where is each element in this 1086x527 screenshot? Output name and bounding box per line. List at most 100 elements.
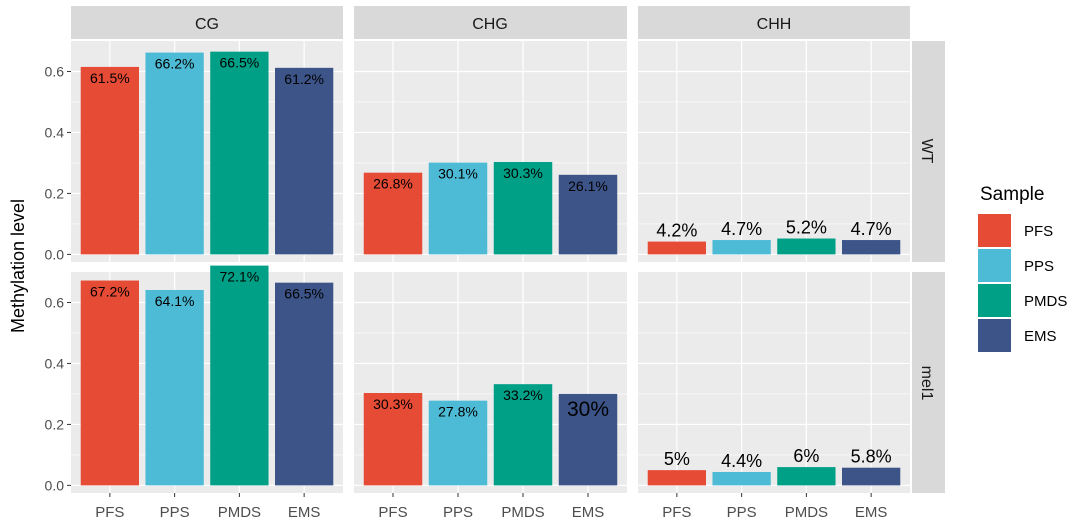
strip-label-cg: CG xyxy=(195,16,219,33)
x-tick-label: EMS xyxy=(855,504,888,521)
bar-value-label: 30.1% xyxy=(438,166,478,182)
x-tick-label: PPS xyxy=(443,504,473,521)
bar-pfs xyxy=(80,280,139,486)
panel-mel1-CHG: 30.3% 27.8% 33.2% 30% xyxy=(354,272,627,493)
bar-value-label: 6% xyxy=(793,446,819,466)
bar-pps xyxy=(712,240,771,255)
bar-value-label: 30.3% xyxy=(503,165,543,181)
y-tick-label: 0.2 xyxy=(45,185,65,201)
legend-key-pfs xyxy=(978,214,1011,247)
bar-pfs xyxy=(80,66,139,255)
bar-value-label: 61.5% xyxy=(90,70,130,86)
bar-value-label: 64.1% xyxy=(155,293,195,309)
x-tick-label: PFS xyxy=(95,504,124,521)
bar-pmds xyxy=(777,467,836,486)
legend: Sample PFS PPS PMDS EMS xyxy=(978,184,1067,352)
bar-value-label: 4.2% xyxy=(656,221,697,241)
bar-value-label: 27.8% xyxy=(438,404,478,420)
bar-pfs xyxy=(363,393,423,486)
y-tick-label: 0.2 xyxy=(45,416,65,432)
bar-value-label: 30% xyxy=(567,398,609,421)
bar-value-label: 26.8% xyxy=(373,176,413,192)
bar-pmds xyxy=(210,265,269,486)
legend-label-pmds: PMDS xyxy=(1024,293,1067,310)
bar-value-label: 30.3% xyxy=(373,396,413,412)
strip-wt xyxy=(912,41,945,262)
bar-ems xyxy=(842,467,901,486)
strip-label-wt: WT xyxy=(918,139,935,164)
strip-mel1 xyxy=(912,272,945,493)
bar-pps xyxy=(428,162,488,255)
bar-ems xyxy=(558,174,618,255)
legend-label-pps: PPS xyxy=(1024,258,1054,275)
x-tick-label: EMS xyxy=(288,504,321,521)
bar-ems xyxy=(842,240,901,255)
bar-pfs xyxy=(647,470,706,486)
strip-chg xyxy=(354,6,627,39)
bar-value-label: 4.7% xyxy=(851,219,892,239)
bar-value-label: 72.1% xyxy=(220,269,260,285)
y-tick-label: 0.6 xyxy=(45,294,65,310)
bar-pps xyxy=(145,52,204,255)
bar-value-label: 5.2% xyxy=(786,218,827,238)
panel-background xyxy=(638,41,910,262)
bar-value-label: 33.2% xyxy=(503,387,543,403)
bar-value-label: 5% xyxy=(664,449,690,469)
panel-WT-CHH: 4.2% 4.7% 5.2% 4.7% xyxy=(638,41,910,262)
x-tick-label: PPS xyxy=(160,504,190,521)
bar-pmds xyxy=(493,162,553,255)
legend-title: Sample xyxy=(980,184,1044,205)
x-tick-label: PFS xyxy=(662,504,691,521)
bar-value-label: 5.8% xyxy=(851,447,892,467)
bar-value-label: 67.2% xyxy=(90,284,130,300)
facet-strips: CG CHG CHH WT mel1 xyxy=(71,6,945,493)
bar-value-label: 4.4% xyxy=(721,451,762,471)
y-axes: 0.0 0.2 0.4 0.6 0.0 0.2 0.4 0.6 xyxy=(45,63,71,493)
strip-chh xyxy=(638,6,910,39)
strip-label-mel1: mel1 xyxy=(918,366,935,401)
bar-pmds xyxy=(210,51,269,255)
x-tick-label: PMDS xyxy=(501,504,544,521)
strip-label-chh: CHH xyxy=(757,16,792,33)
panel-mel1-CHH: 5% 4.4% 6% 5.8% xyxy=(638,272,910,493)
bar-value-label: 26.1% xyxy=(568,178,608,194)
legend-key-pps xyxy=(978,249,1011,282)
x-tick-label: PFS xyxy=(378,504,407,521)
x-axes: PFS PPS PMDS EMS PFS PPS PMDS EMS PFS PPS PMDS EMS xyxy=(95,493,887,521)
x-tick-label: PMDS xyxy=(785,504,828,521)
x-tick-label: EMS xyxy=(572,504,605,521)
legend-key-ems xyxy=(978,319,1011,352)
legend-label-pfs: PFS xyxy=(1024,223,1053,240)
y-tick-label: 0.4 xyxy=(45,124,65,140)
x-tick-label: PPS xyxy=(727,504,757,521)
bar-pps xyxy=(145,289,204,486)
bar-pps xyxy=(712,471,771,486)
y-tick-label: 0.0 xyxy=(45,246,65,262)
bar-ems xyxy=(275,67,334,255)
strip-cg xyxy=(71,6,343,39)
bar-value-label: 66.2% xyxy=(155,56,195,72)
y-tick-label: 0.0 xyxy=(45,477,65,493)
y-axis-label: Methylation level xyxy=(8,199,28,333)
bar-value-label: 61.2% xyxy=(284,71,324,87)
y-tick-label: 0.4 xyxy=(45,355,65,371)
legend-label-ems: EMS xyxy=(1024,328,1057,345)
bar-value-label: 66.5% xyxy=(220,55,260,71)
y-tick-label: 0.6 xyxy=(45,63,65,79)
legend-key-pmds xyxy=(978,284,1011,317)
bar-value-label: 4.7% xyxy=(721,219,762,239)
facet-panels: 61.5% 66.2% 66.5% 61.2% 26.8% 30.1% 30.3% 26.1%… xyxy=(71,41,910,493)
x-tick-label: PMDS xyxy=(218,504,261,521)
bar-pmds xyxy=(493,384,553,486)
panel-background xyxy=(638,272,910,493)
bar-value-label: 66.5% xyxy=(284,286,324,302)
panel-mel1-CG: 67.2% 64.1% 72.1% 66.5% xyxy=(71,265,343,493)
bar-pfs xyxy=(647,241,706,255)
bar-pps xyxy=(428,400,488,486)
bar-pmds xyxy=(777,238,836,255)
strip-label-chg: CHG xyxy=(472,16,508,33)
panel-WT-CHG: 26.8% 30.1% 30.3% 26.1% xyxy=(354,41,627,262)
panel-WT-CG: 61.5% 66.2% 66.5% 61.2% xyxy=(71,41,343,262)
bar-ems xyxy=(558,393,618,486)
